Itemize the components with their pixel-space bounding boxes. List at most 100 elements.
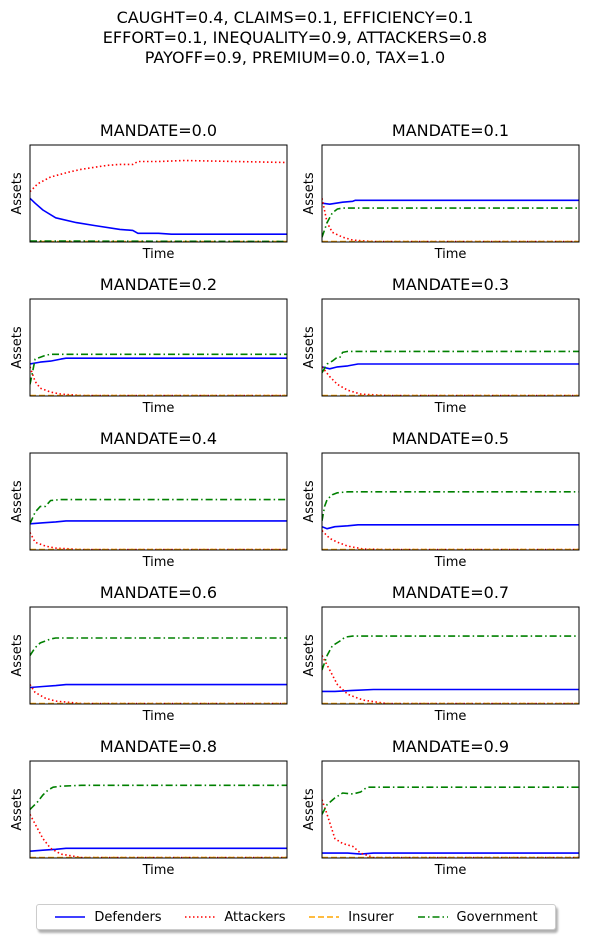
- y-axis-label: Assets: [302, 788, 317, 831]
- y-axis-label: Assets: [302, 326, 317, 369]
- legend-entry-attackers: Attackers: [184, 910, 285, 925]
- subplot-title: MANDATE=0.4: [100, 429, 217, 448]
- legend-label-insurer: Insurer: [348, 910, 394, 925]
- legend-entry-insurer: Insurer: [308, 910, 394, 925]
- x-axis-label: Time: [142, 555, 175, 570]
- y-axis-label: Assets: [10, 634, 25, 677]
- subplot-9: MANDATE=0.8 Time Assets: [10, 737, 287, 878]
- x-axis-label: Time: [142, 709, 175, 724]
- series-line-government: [322, 492, 579, 521]
- subplot-5: MANDATE=0.4 Time Assets: [10, 429, 287, 570]
- legend-swatch-government: [417, 912, 449, 922]
- plot-lines: [30, 785, 287, 857]
- series-line-government: [322, 208, 579, 237]
- series-line-defenders: [322, 200, 579, 204]
- y-axis-label: Assets: [10, 480, 25, 523]
- plot-frame: [30, 299, 287, 396]
- y-axis-label: Assets: [302, 634, 317, 677]
- series-line-defenders: [322, 853, 579, 854]
- series-line-attackers: [30, 533, 287, 550]
- subplot-10: MANDATE=0.9 Time Assets: [302, 737, 579, 878]
- legend-entry-defenders: Defenders: [54, 910, 161, 925]
- series-line-government: [322, 636, 579, 670]
- series-line-attackers: [322, 367, 579, 396]
- y-axis-label: Assets: [302, 480, 317, 523]
- subplot-7: MANDATE=0.6 Time Assets: [10, 583, 287, 724]
- plot-lines: [322, 198, 579, 241]
- legend-label-defenders: Defenders: [94, 910, 161, 925]
- x-axis-label: Time: [434, 401, 467, 416]
- x-axis-label: Time: [434, 709, 467, 724]
- series-line-attackers: [30, 814, 287, 857]
- plot-frame: [322, 145, 579, 242]
- legend-label-attackers: Attackers: [224, 910, 285, 925]
- plot-lines: [322, 636, 579, 703]
- plot-lines: [322, 787, 579, 857]
- series-line-defenders: [30, 358, 287, 364]
- series-line-attackers: [322, 656, 579, 704]
- x-axis-label: Time: [434, 247, 467, 262]
- series-line-attackers: [30, 161, 287, 192]
- plot-frame: [322, 299, 579, 396]
- series-line-defenders: [30, 685, 287, 688]
- legend-swatch-attackers: [184, 912, 216, 922]
- legend: Defenders Attackers Insurer Government: [36, 904, 556, 930]
- series-line-defenders: [30, 521, 287, 524]
- legend-label-government: Government: [457, 910, 538, 925]
- plot-frame: [30, 145, 287, 242]
- subplot-title: MANDATE=0.3: [392, 275, 509, 294]
- series-line-attackers: [322, 198, 579, 241]
- subplot-title: MANDATE=0.0: [100, 121, 217, 140]
- subplot-title: MANDATE=0.8: [100, 737, 217, 756]
- series-line-government: [30, 785, 287, 809]
- plot-frame: [322, 761, 579, 858]
- plot-frame: [30, 453, 287, 550]
- subplot-2: MANDATE=0.1 Time Assets: [302, 121, 579, 262]
- series-line-defenders: [322, 525, 579, 529]
- legend-entry-government: Government: [417, 910, 538, 925]
- subplot-title: MANDATE=0.7: [392, 583, 509, 602]
- series-line-attackers: [322, 800, 579, 858]
- subplot-3: MANDATE=0.2 Time Assets: [10, 275, 287, 416]
- x-axis-label: Time: [142, 863, 175, 878]
- y-axis-label: Assets: [10, 172, 25, 215]
- series-line-defenders: [30, 198, 287, 234]
- legend-swatch-defenders: [54, 912, 86, 922]
- plot-lines: [322, 492, 579, 550]
- y-axis-label: Assets: [10, 326, 25, 369]
- series-line-attackers: [30, 367, 287, 396]
- subplot-1: MANDATE=0.0 Time Assets: [10, 121, 287, 262]
- plot-lines: [30, 500, 287, 550]
- plot-frame: [30, 761, 287, 858]
- subplot-title: MANDATE=0.5: [392, 429, 509, 448]
- y-axis-label: Assets: [10, 788, 25, 831]
- series-line-government: [322, 351, 579, 372]
- series-line-defenders: [322, 364, 579, 369]
- plot-lines: [322, 351, 579, 395]
- series-line-government: [30, 638, 287, 656]
- subplot-4: MANDATE=0.3 Time Assets: [302, 275, 579, 416]
- series-line-government: [322, 787, 579, 814]
- series-line-defenders: [322, 690, 579, 692]
- plot-frame: [322, 453, 579, 550]
- plot-lines: [30, 638, 287, 704]
- subplot-title: MANDATE=0.9: [392, 737, 509, 756]
- x-axis-label: Time: [434, 555, 467, 570]
- plot-lines: [30, 161, 287, 242]
- plot-frame: [30, 607, 287, 704]
- subplot-title: MANDATE=0.1: [392, 121, 509, 140]
- subplot-title: MANDATE=0.6: [100, 583, 217, 602]
- x-axis-label: Time: [434, 863, 467, 878]
- subplot-8: MANDATE=0.7 Time Assets: [302, 583, 579, 724]
- subplot-title: MANDATE=0.2: [100, 275, 217, 294]
- series-line-attackers: [30, 685, 287, 704]
- series-line-attackers: [322, 531, 579, 550]
- series-line-defenders: [30, 848, 287, 851]
- plot-lines: [30, 354, 287, 395]
- legend-swatch-insurer: [308, 912, 340, 922]
- subplot-6: MANDATE=0.5 Time Assets: [302, 429, 579, 570]
- x-axis-label: Time: [142, 247, 175, 262]
- x-axis-label: Time: [142, 401, 175, 416]
- y-axis-label: Assets: [302, 172, 317, 215]
